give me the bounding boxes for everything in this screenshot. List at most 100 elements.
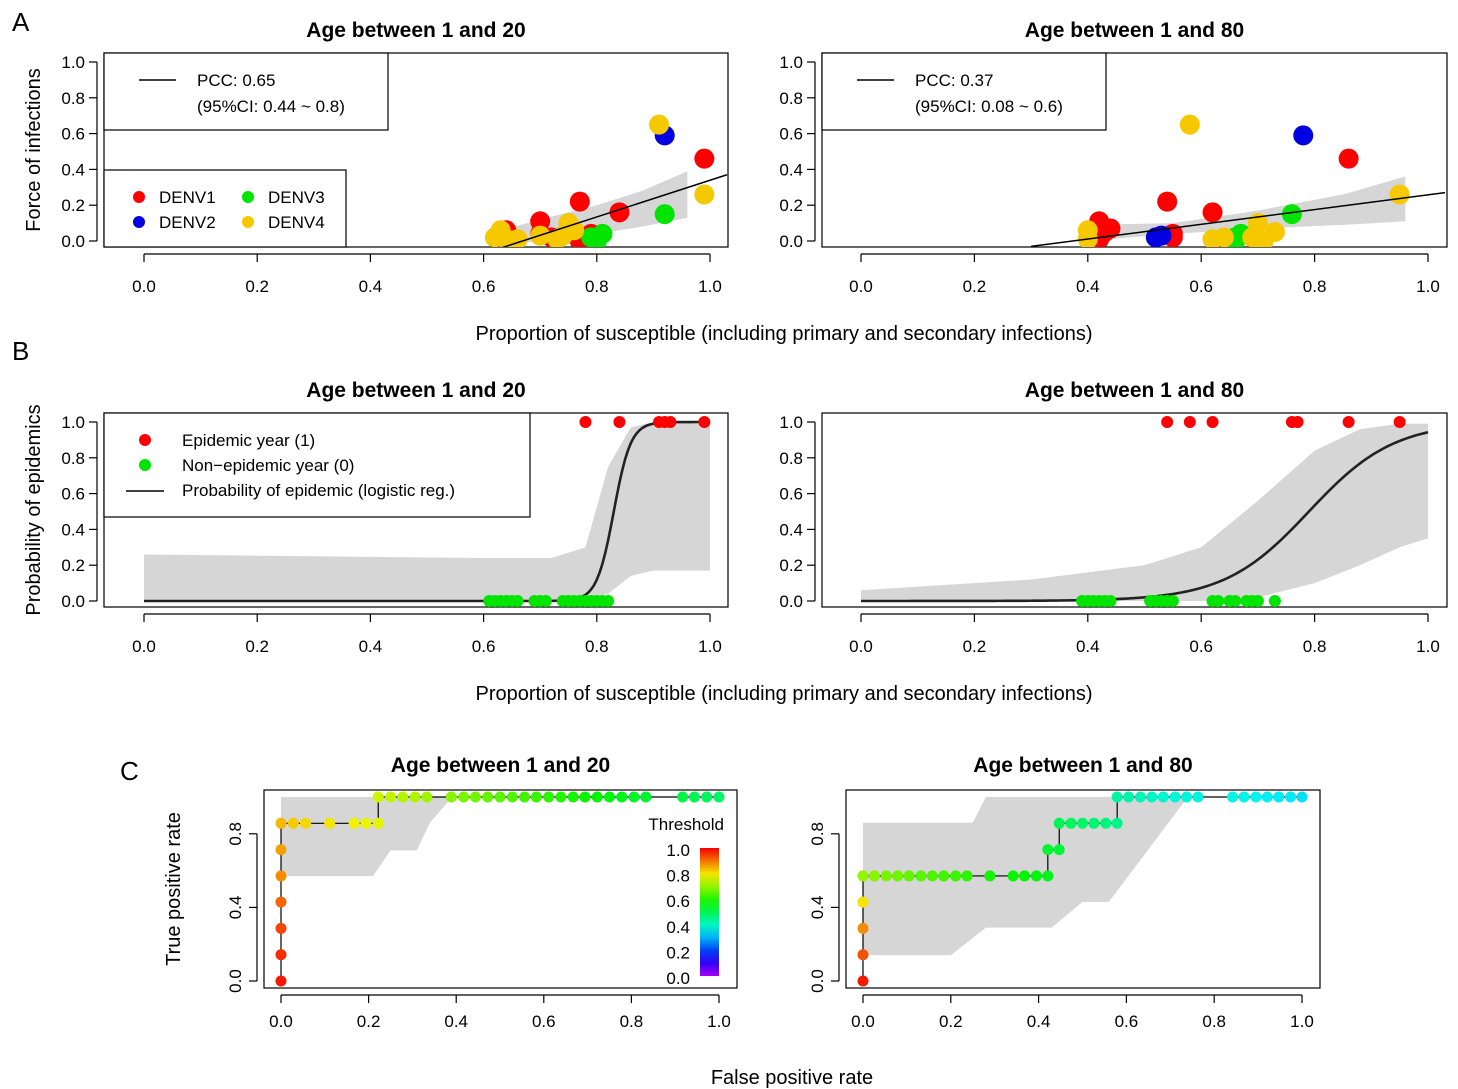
data-point-non-epidemic — [1229, 595, 1242, 607]
x-tick-label: 0.2 — [939, 1012, 963, 1031]
y-tick-label: 0.6 — [61, 485, 85, 504]
y-axis-label: Probability of epidemics — [23, 404, 45, 615]
panel-label-c: C — [120, 756, 139, 786]
x-tick-label: 0.6 — [472, 277, 496, 296]
x-tick-label: 0.4 — [1076, 637, 1100, 656]
roc-point — [1007, 870, 1019, 882]
roc-point — [1296, 791, 1308, 803]
y-tick-label: 0.4 — [808, 896, 827, 920]
chart-a1-age-1-20: Age between 1 and 200.0 0.2 0.4 0.6 0.8 1.00.… — [23, 19, 729, 296]
y-tick-label: 0.8 — [61, 449, 85, 468]
legend-dot-denv2 — [133, 216, 145, 228]
data-point-epidemic — [1291, 416, 1304, 428]
roc-point — [275, 896, 287, 908]
roc-point — [372, 817, 384, 829]
x-tick-label: 0.2 — [245, 637, 269, 656]
data-point-denv4 — [1077, 220, 1098, 241]
roc-point — [1111, 791, 1123, 803]
y-tick-label: 0.0 — [779, 592, 803, 611]
y-tick-label: 0.0 — [779, 232, 803, 251]
roc-point — [1192, 791, 1204, 803]
panel-label-a: A — [12, 7, 30, 37]
data-point-epidemic — [1393, 416, 1406, 428]
y-tick-label: 0.2 — [779, 196, 803, 215]
data-point-non-epidemic — [1166, 595, 1179, 607]
y-tick-label: 0.4 — [61, 520, 85, 539]
plot-area — [484, 114, 728, 247]
legend-fit: PCC: 0.37 (95%CI: 0.08 ~ 0.6) — [821, 52, 1107, 131]
y-tick-label: 1.0 — [61, 413, 85, 432]
y-axis: 0.0 0.2 0.4 0.6 0.8 1.0 — [779, 53, 816, 251]
x-tick-label: 0.8 — [620, 1012, 644, 1031]
x-tick-label: 0.0 — [851, 1012, 875, 1031]
legend-label-denv1: DENV1 — [159, 188, 216, 207]
data-point-denv1 — [1202, 202, 1223, 223]
roc-point — [1181, 791, 1193, 803]
plot-area — [1031, 114, 1446, 247]
roc-point — [482, 791, 494, 803]
legend-label-denv2: DENV2 — [159, 213, 216, 232]
data-point-denv4 — [694, 184, 715, 205]
regression-line — [1031, 191, 1446, 247]
roc-point — [857, 922, 869, 934]
data-point-epidemic — [1206, 416, 1219, 428]
roc-point — [857, 896, 869, 908]
roc-point — [1146, 791, 1158, 803]
x-tick-label: 0.6 — [1189, 277, 1213, 296]
data-point-denv4 — [507, 229, 528, 247]
data-point-denv3 — [586, 231, 607, 247]
y-tick-label: 0.6 — [61, 125, 85, 144]
logistic-curve — [144, 420, 710, 603]
roc-point — [530, 791, 542, 803]
data-point-epidemic — [1342, 416, 1355, 428]
data-point-non-epidemic — [1251, 595, 1264, 607]
colorbar-tick-label: 1.0 — [666, 841, 690, 860]
roc-point — [857, 975, 869, 987]
data-point-epidemic — [1161, 416, 1174, 428]
roc-point — [938, 870, 950, 882]
roc-point — [348, 817, 360, 829]
legend-box — [103, 412, 531, 518]
x-tick-label: 1.0 — [1416, 277, 1440, 296]
data-point-non-epidemic — [1212, 595, 1225, 607]
y-tick-label: 0.6 — [779, 485, 803, 504]
x-tick-label: 0.6 — [472, 637, 496, 656]
roc-point — [372, 791, 384, 803]
y-axis: 0.0 0.2 0.4 0.6 0.8 1.0 — [779, 413, 816, 611]
y-tick-label: 0.0 — [61, 592, 85, 611]
x-axis-label-ab-top: Proportion of susceptible (including pri… — [476, 323, 1093, 345]
roc-point — [385, 791, 396, 803]
chart-title: Age between 1 and 20 — [306, 19, 525, 42]
roc-point — [275, 844, 287, 856]
roc-point — [275, 870, 287, 882]
confidence-band — [144, 422, 710, 601]
colorbar-title: Threshold — [648, 815, 724, 834]
roc-point — [275, 949, 287, 961]
roc-point — [1053, 844, 1065, 856]
x-tick-label: 0.2 — [963, 637, 987, 656]
legend-dot-epidemic — [139, 434, 151, 446]
data-point-non-epidemic — [602, 595, 615, 607]
x-axis: 0.0 0.2 0.4 0.6 0.8 1.0 — [851, 994, 1314, 1031]
y-tick-label: 0.2 — [61, 196, 85, 215]
legend-dot-denv4 — [242, 216, 254, 228]
data-point-epidemic — [579, 416, 592, 428]
roc-point — [1077, 817, 1088, 829]
roc-point — [409, 791, 421, 803]
x-tick-label: 0.0 — [849, 277, 873, 296]
x-tick-label: 0.4 — [1076, 277, 1100, 296]
legend-pcc: PCC: 0.65 — [197, 71, 275, 90]
colorbar-tick-label: 0.4 — [666, 918, 690, 937]
roc-point — [1100, 817, 1112, 829]
data-point-denv4 — [649, 114, 670, 135]
legend-label: Epidemic year (1) — [182, 431, 315, 450]
data-point-non-epidemic — [511, 595, 524, 607]
x-axis-label-c: False positive rate — [711, 1067, 873, 1089]
roc-point — [1285, 791, 1297, 803]
roc-point — [324, 817, 336, 829]
roc-point — [555, 791, 567, 803]
confidence-band — [861, 423, 1428, 601]
roc-point — [903, 870, 915, 882]
legend-label: Non−epidemic year (0) — [182, 456, 354, 475]
